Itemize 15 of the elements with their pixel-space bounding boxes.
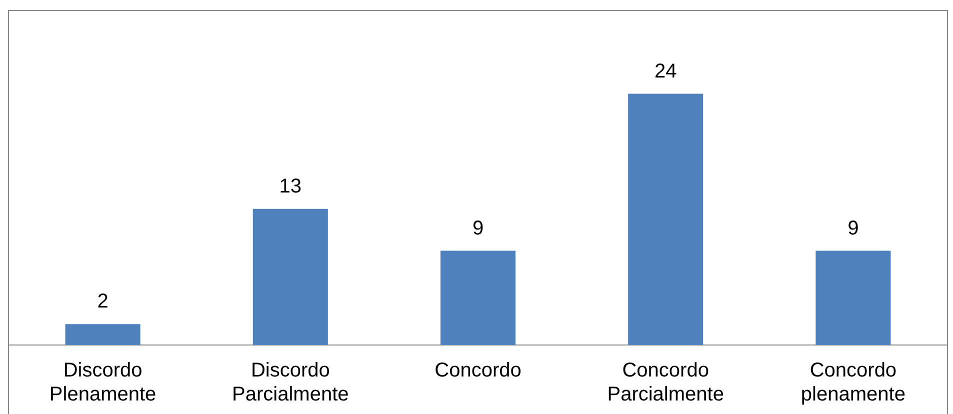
x-tick-label: Discordo Plenamente [49, 360, 156, 406]
data-label: 2 [97, 290, 108, 313]
data-label: 24 [654, 60, 677, 82]
data-label: 9 [848, 217, 859, 240]
bar [252, 208, 328, 345]
x-tick-label: Discordo Parcialmente [232, 360, 349, 406]
data-label: 13 [279, 175, 302, 198]
bar [816, 250, 891, 345]
bar [440, 250, 516, 345]
x-tick-label: Concordo [434, 360, 522, 382]
data-label: 9 [472, 217, 484, 240]
x-tick-label: Concordo plenamente [800, 360, 906, 406]
x-tick-label: Concordo Parcialmente [607, 360, 724, 406]
bar [65, 324, 140, 345]
bar [628, 94, 704, 345]
